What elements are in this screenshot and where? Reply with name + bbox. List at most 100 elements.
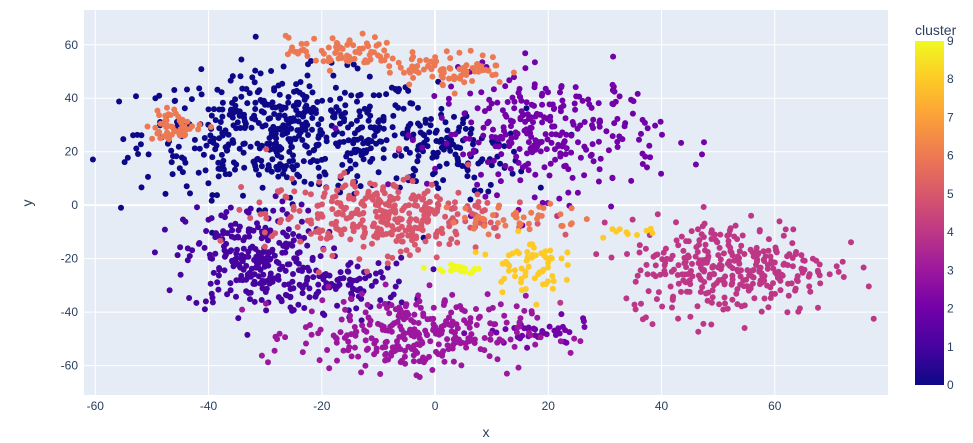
scatter-point <box>467 130 474 137</box>
scatter-point <box>463 62 470 69</box>
scatter-point <box>341 226 348 233</box>
scatter-point <box>468 119 475 126</box>
scatter-point <box>428 116 434 122</box>
scatter-point <box>407 216 414 222</box>
scatter-point <box>443 204 450 211</box>
scatter-point <box>547 200 554 207</box>
scatter-point <box>321 169 328 176</box>
y-tick-label: 20 <box>65 145 79 159</box>
scatter-point <box>239 258 246 265</box>
scatter-point <box>448 328 455 335</box>
scatter-point <box>137 141 144 148</box>
scatter-point <box>284 51 291 58</box>
scatter-point <box>275 173 282 180</box>
scatter-point <box>794 278 801 285</box>
scatter-point <box>275 260 282 266</box>
scatter-point <box>331 245 338 252</box>
scatter-point <box>809 255 816 262</box>
scatter-point <box>472 202 479 209</box>
scatter-point <box>694 249 701 255</box>
scatter-point <box>273 135 280 142</box>
scatter-point <box>455 189 462 196</box>
scatter-point <box>603 128 610 135</box>
scatter-point <box>558 311 565 318</box>
scatter-point <box>492 134 499 141</box>
scatter-point <box>219 163 226 170</box>
scatter-point <box>200 151 207 158</box>
scatter-point <box>398 152 405 159</box>
scatter-point <box>439 66 446 73</box>
scatter-point <box>438 114 445 121</box>
scatter-point <box>334 187 341 194</box>
scatter-point <box>351 324 358 330</box>
scatter-point <box>369 240 375 247</box>
scatter-point <box>334 199 341 206</box>
scatter-point <box>184 86 190 93</box>
scatter-point <box>561 138 568 145</box>
scatter-point <box>585 96 592 103</box>
scatter-point <box>478 89 485 96</box>
scatter-point <box>444 336 451 343</box>
scatter-point <box>511 343 518 350</box>
scatter-point <box>426 129 433 136</box>
scatter-point <box>624 231 631 238</box>
scatter-point <box>466 324 473 331</box>
scatter-point <box>346 214 353 221</box>
scatter-point <box>378 218 385 225</box>
scatter-point <box>517 177 524 184</box>
scatter-point <box>280 170 287 177</box>
scatter-point <box>680 247 687 254</box>
scatter-point <box>320 58 327 65</box>
scatter-point <box>350 195 357 202</box>
scatter-point <box>527 114 534 121</box>
scatter-point <box>171 87 178 93</box>
scatter-point <box>545 264 551 271</box>
scatter-point <box>328 220 335 227</box>
scatter-point <box>373 270 379 277</box>
scatter-point <box>572 84 579 91</box>
scatter-point <box>462 135 469 142</box>
scatter-point <box>421 190 428 197</box>
scatter-point <box>581 119 588 125</box>
scatter-point <box>381 300 388 307</box>
scatter-point <box>389 55 396 62</box>
scatter-point <box>247 143 254 150</box>
scatter-point <box>318 130 325 137</box>
scatter-point <box>366 73 373 80</box>
scatter-point <box>511 74 517 81</box>
scatter-point <box>416 57 423 64</box>
x-tick-label: 60 <box>768 399 782 413</box>
scatter-point <box>425 233 432 240</box>
scatter-point <box>198 91 205 98</box>
scatter-point <box>784 262 791 269</box>
scatter-point <box>175 113 182 120</box>
scatter-point <box>708 236 715 242</box>
scatter-point <box>298 218 305 225</box>
scatter-point <box>156 112 163 119</box>
scatter-point <box>133 145 140 152</box>
scatter-point <box>314 99 321 105</box>
scatter-point <box>277 161 283 168</box>
scatter-point <box>296 89 303 96</box>
scatter-point <box>356 211 363 218</box>
x-tick-label: 0 <box>432 399 439 413</box>
scatter-point <box>255 171 262 178</box>
scatter-point <box>281 281 288 288</box>
scatter-point <box>156 92 163 99</box>
scatter-point <box>431 93 438 99</box>
scatter-point <box>224 230 231 237</box>
scatter-point <box>316 357 323 364</box>
scatter-point <box>259 285 266 292</box>
scatter-point <box>244 331 251 338</box>
scatter-point <box>377 53 384 60</box>
scatter-point <box>634 232 640 238</box>
scatter-point <box>549 285 556 292</box>
scatter-point <box>138 184 145 191</box>
scatter-point <box>342 102 349 109</box>
scatter-point <box>454 211 461 218</box>
scatter-point <box>217 237 224 244</box>
scatter-point <box>525 220 532 227</box>
scatter-point <box>738 242 745 249</box>
scatter-point <box>498 151 505 158</box>
scatter-point <box>164 104 170 111</box>
